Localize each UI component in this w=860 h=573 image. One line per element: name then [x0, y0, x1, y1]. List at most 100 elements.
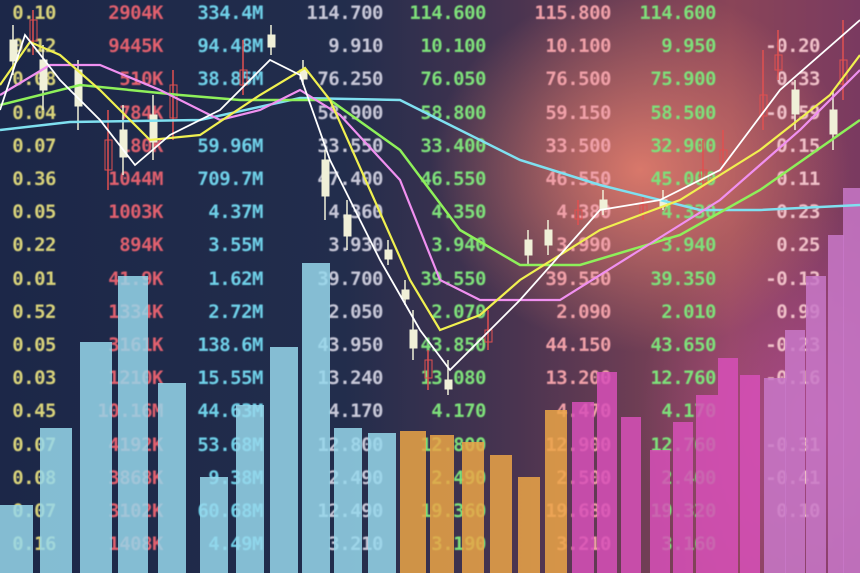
quote-cell: 12.760 [650, 367, 716, 390]
candle-body [791, 89, 800, 115]
quote-cell: 39.700 [317, 267, 383, 290]
moving-average-line-cyan [0, 96, 860, 212]
quote-cell: 39.550 [545, 267, 611, 290]
quote-cell: 94.48M [197, 35, 263, 58]
quote-cell: 9445K [108, 35, 163, 58]
volume-bar [80, 342, 112, 573]
quote-cell: 0.07 [12, 134, 56, 157]
volume-bar [572, 402, 594, 573]
quote-cell: 0.01 [12, 267, 56, 290]
quote-cell: 33.400 [420, 134, 486, 157]
quote-cell: 1003K [108, 201, 163, 224]
quote-cell: 3.55M [208, 234, 263, 257]
quote-cell: 2.010 [661, 300, 716, 323]
volume-bar [696, 395, 718, 573]
moving-average-line-green [0, 83, 860, 267]
quote-cell: 709.7M [197, 168, 263, 190]
candle-body [719, 149, 728, 163]
quote-cell: 0.25 [776, 234, 820, 257]
quote-cell: 0.04 [12, 101, 56, 124]
quote-cell: 76.500 [545, 68, 611, 91]
quote-cell: 0.05 [12, 334, 56, 356]
volume-bar [518, 477, 540, 573]
candle-body [401, 289, 410, 300]
quote-cell: 510K [119, 68, 163, 91]
volume-bar [843, 188, 860, 573]
quote-cell: 1044M [108, 168, 163, 190]
volume-bar [597, 372, 617, 573]
candle-body [444, 379, 453, 390]
quote-cell: 4.380 [556, 201, 611, 224]
quote-cell: 0.11 [776, 168, 820, 190]
candlesticks [9, 10, 848, 395]
quote-cell: 46.550 [420, 168, 486, 190]
volume-bar [400, 431, 426, 573]
quote-cell: 10.100 [420, 35, 486, 58]
quote-cell: 13.200 [545, 367, 611, 390]
quote-cell: 334.4M [197, 2, 263, 24]
volume-bar [368, 433, 396, 573]
candle-body [239, 69, 248, 86]
candle-body [759, 94, 768, 117]
quote-cell: 39.350 [650, 267, 716, 290]
candle-body [104, 139, 113, 171]
volume-bar [270, 347, 298, 573]
volume-bar [462, 442, 484, 573]
candle-body [149, 114, 158, 143]
volume-bar [673, 422, 693, 573]
candle-body [169, 84, 178, 119]
quote-cell: 10.100 [545, 35, 611, 58]
candle-body [39, 59, 48, 91]
candle-body [774, 54, 783, 71]
volume-bar [430, 435, 454, 573]
quote-cell: 43.650 [650, 334, 716, 356]
quote-cell: 2.090 [556, 300, 611, 323]
quote-cell: 4.170 [328, 400, 383, 423]
quote-cell: 1.62M [208, 267, 263, 290]
quote-cell: 32.900 [650, 134, 716, 157]
quote-cell: 3.940 [661, 234, 716, 257]
candle-body [267, 34, 276, 48]
quote-cell: 59.96M [197, 134, 263, 157]
quote-cell: -0.20 [765, 35, 820, 58]
volume-bar [302, 263, 330, 573]
candle-body [829, 109, 838, 135]
quote-cell: 0.03 [12, 367, 56, 390]
candle-body [409, 329, 418, 349]
moving-average-line-pink [0, 63, 860, 302]
quote-cell: 76.250 [317, 68, 383, 91]
candle-body [343, 214, 352, 237]
quote-cell: 33.500 [545, 134, 611, 157]
volume-bar [334, 428, 362, 573]
quote-cell: 4.350 [431, 201, 486, 224]
quote-cell: 2904K [108, 2, 163, 24]
volume-bar [545, 410, 567, 573]
volume-bar [806, 276, 826, 573]
candle-body [544, 229, 553, 246]
volume-bar [785, 330, 805, 573]
volume-bar [740, 375, 760, 573]
quote-cell: 4.170 [431, 400, 486, 423]
quote-cell: 138.6M [197, 334, 263, 356]
quote-cell: 43.950 [317, 334, 383, 356]
quote-cell: 114.700 [306, 2, 383, 24]
volume-bar [764, 378, 786, 573]
candle-body [574, 209, 583, 220]
candle-body [9, 39, 18, 62]
volume-bar [490, 455, 512, 573]
quote-cell: 4.330 [661, 201, 716, 224]
moving-average-line-white [0, 19, 860, 372]
quote-cell: 3.940 [431, 234, 486, 257]
quote-cell: 58.500 [650, 101, 716, 124]
moving-average-line-yellow [0, 40, 860, 332]
quote-cell: 114.600 [639, 2, 716, 24]
quote-cell: 115.800 [534, 2, 611, 24]
volume-bar [200, 477, 228, 573]
quote-cell: 15.55M [197, 367, 263, 390]
quote-cell: 2.72M [208, 300, 263, 323]
quote-cell: 0.10 [12, 2, 56, 24]
volume-bar [118, 276, 148, 573]
quote-cell: 13.240 [317, 367, 383, 390]
volume-bar [236, 405, 264, 573]
